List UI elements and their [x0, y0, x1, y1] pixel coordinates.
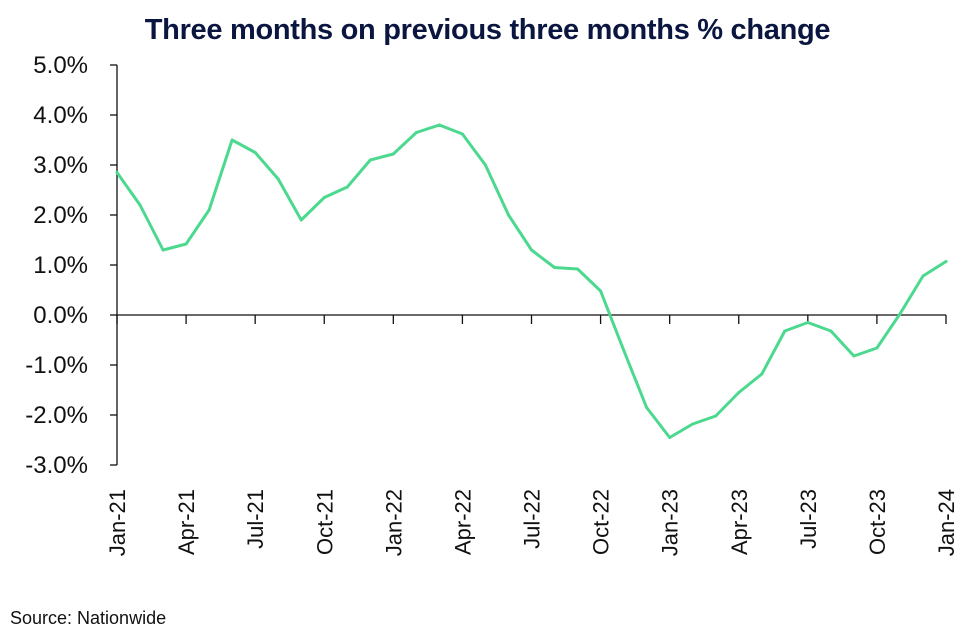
data-point [829, 329, 833, 333]
x-tick-label: Jan-24 [934, 489, 959, 556]
data-point [852, 354, 856, 358]
data-point [506, 213, 510, 217]
data-point [783, 329, 787, 333]
y-tick-label: -1.0% [25, 352, 88, 379]
x-tick-label: Apr-23 [727, 489, 752, 555]
data-point [576, 267, 580, 271]
data-point [530, 248, 533, 252]
x-tick-label: Jul-22 [520, 489, 545, 549]
data-point [437, 123, 441, 127]
x-tick-label: Jul-23 [796, 489, 821, 549]
series-line [115, 123, 948, 439]
data-point [115, 171, 119, 174]
data-point [898, 312, 902, 316]
y-tick-label: -3.0% [25, 452, 88, 479]
x-tick-label: Jan-22 [381, 489, 406, 556]
y-tick-label: 4.0% [33, 102, 88, 129]
data-point [737, 391, 741, 394]
data-point [622, 348, 626, 352]
source-note: Source: Nationwide [10, 608, 167, 628]
x-axis: Jan-21 Apr-21 Jul-21 Oct-21 Jan-22 Apr-22 Jul-… [105, 314, 959, 556]
data-point [230, 138, 234, 142]
data-point [875, 346, 879, 350]
y-tick-label: 5.0% [33, 52, 88, 79]
x-tick-label: Oct-22 [589, 489, 614, 555]
data-point [138, 203, 142, 207]
data-point [299, 218, 303, 222]
data-point [806, 321, 810, 324]
x-tick-label: Oct-21 [312, 489, 337, 555]
x-tick-label: Oct-23 [865, 489, 890, 555]
data-point [714, 414, 718, 418]
x-tick-label: Jan-23 [658, 489, 683, 556]
data-point [668, 436, 672, 439]
data-point [276, 177, 280, 181]
series-group [115, 123, 948, 439]
data-point [345, 185, 349, 189]
data-point [760, 372, 764, 376]
data-point [691, 422, 695, 426]
chart-title: Three months on previous three months % … [144, 14, 831, 46]
x-tick-label: Jan-21 [105, 489, 130, 556]
data-point [553, 266, 557, 269]
data-point [645, 406, 649, 409]
data-point [207, 208, 211, 212]
data-point [161, 248, 165, 252]
y-axis: 5.0% 4.0% 3.0% 2.0% 1.0% 0.0% -1.0% -2.0% -3.0% [25, 52, 118, 479]
y-tick-label: 2.0% [33, 202, 88, 229]
x-tick-label: Jul-21 [243, 489, 268, 549]
data-point [921, 274, 925, 278]
data-point [184, 242, 188, 246]
y-tick-label: 0.0% [33, 302, 88, 329]
y-tick-label: 1.0% [33, 252, 88, 279]
data-point [322, 196, 326, 199]
y-tick-label: -2.0% [25, 402, 88, 429]
data-point [483, 163, 487, 167]
data-point [368, 158, 372, 162]
y-tick-label: 3.0% [33, 152, 88, 179]
x-tick-label: Apr-22 [450, 489, 475, 555]
data-point [253, 151, 257, 154]
data-point [414, 131, 418, 134]
data-point [944, 260, 948, 263]
data-point [391, 152, 395, 156]
data-point [599, 289, 603, 293]
data-point [460, 132, 464, 136]
x-tick-label: Apr-21 [174, 489, 199, 555]
